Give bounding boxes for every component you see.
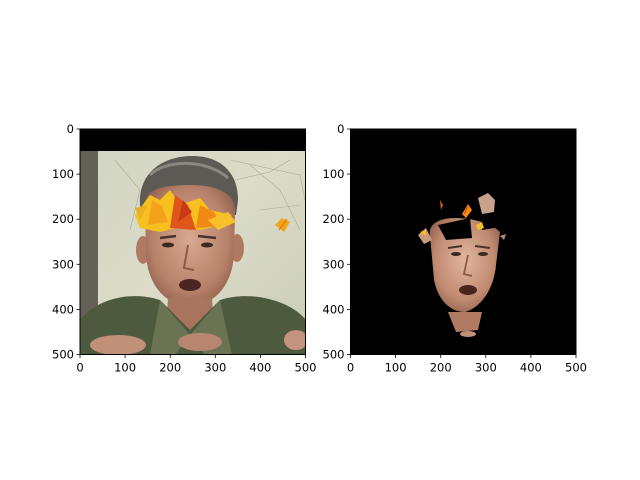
y-tick-label: 200 <box>323 212 345 226</box>
y-tick-label: 100 <box>323 167 345 181</box>
y-tick-label: 400 <box>323 302 345 316</box>
x-tick-label: 200 <box>159 361 181 375</box>
x-tick-label: 500 <box>565 361 587 375</box>
y-tick-label: 300 <box>52 257 74 271</box>
y-tick-label: 400 <box>52 302 74 316</box>
photo-axes-frame <box>79 128 306 355</box>
x-tick-label: 500 <box>295 361 317 375</box>
y-tick-label: 500 <box>323 348 345 362</box>
x-tick-label: 400 <box>520 361 542 375</box>
y-tick-label: 0 <box>67 122 74 136</box>
x-tick-label: 100 <box>114 361 136 375</box>
leaf-overlay <box>135 190 290 232</box>
x-tick-label: 300 <box>204 361 226 375</box>
y-tick-label: 300 <box>323 257 345 271</box>
x-tick-label: 100 <box>385 361 407 375</box>
x-tick-label: 400 <box>249 361 271 375</box>
y-tick-label: 200 <box>52 212 74 226</box>
x-tick-label: 200 <box>430 361 452 375</box>
y-tick-label: 0 <box>337 122 344 136</box>
y-tick-label: 500 <box>52 348 74 362</box>
mask-image <box>350 129 576 355</box>
x-tick-label: 0 <box>76 361 83 375</box>
x-tick-label: 300 <box>475 361 497 375</box>
x-tick-label: 0 <box>347 361 354 375</box>
y-tick-label: 100 <box>52 167 74 181</box>
photo-image <box>80 129 306 355</box>
mask-axes-frame <box>350 128 577 355</box>
